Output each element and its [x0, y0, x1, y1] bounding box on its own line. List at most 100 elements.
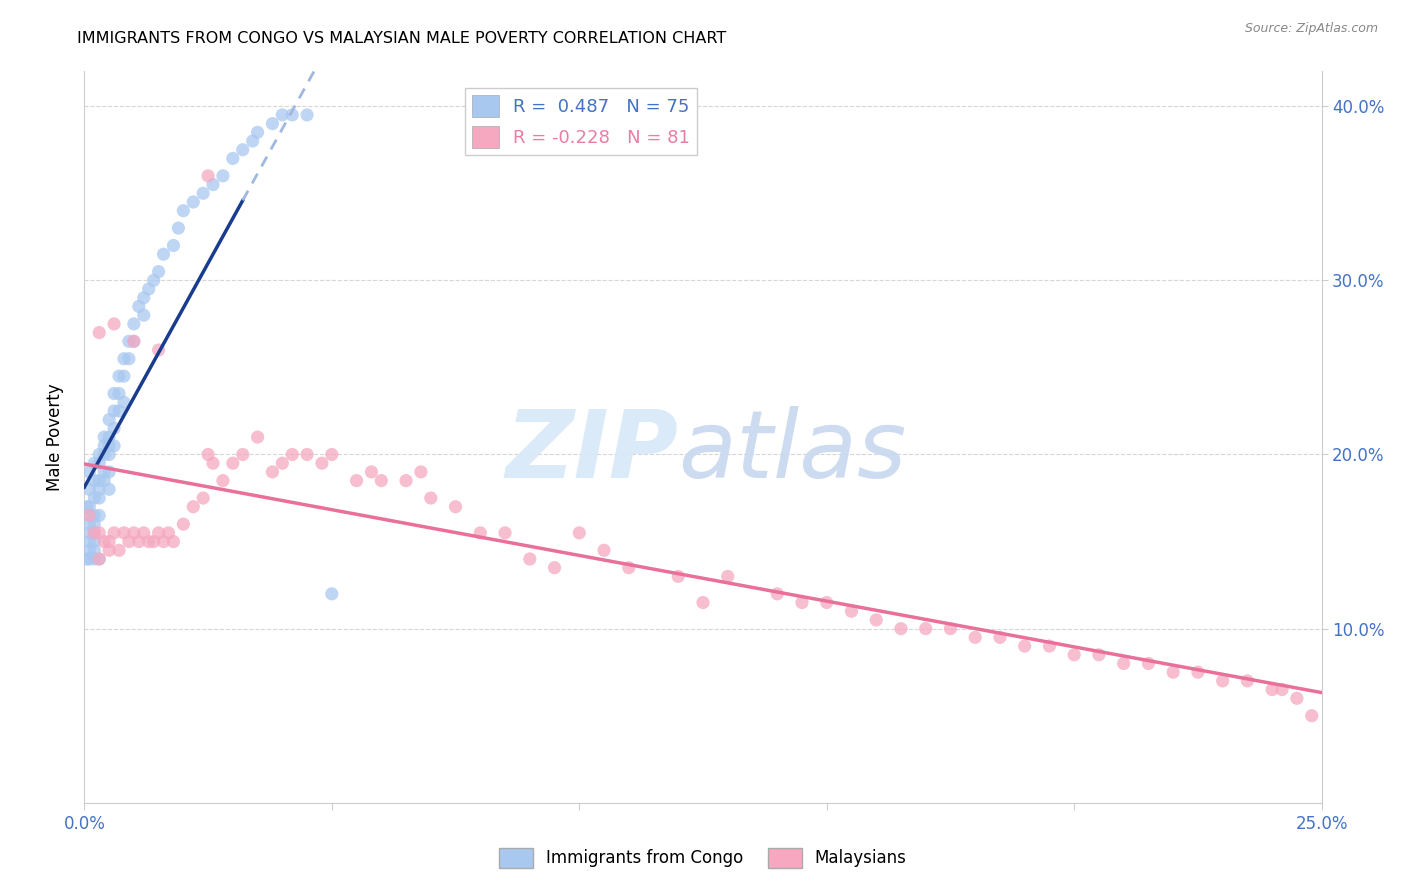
- Point: [1038, 639, 1060, 653]
- Point: [89, 448, 111, 462]
- Point: [83, 534, 105, 549]
- Point: [108, 543, 131, 558]
- Point: [98, 412, 121, 426]
- Point: [83, 474, 105, 488]
- Point: [89, 474, 111, 488]
- Point: [1212, 673, 1234, 688]
- Point: [83, 525, 105, 540]
- Point: [89, 483, 111, 497]
- Point: [89, 552, 111, 566]
- Point: [93, 474, 115, 488]
- Point: [118, 351, 141, 366]
- Point: [89, 552, 111, 566]
- Point: [568, 525, 591, 540]
- Point: [122, 334, 145, 349]
- Point: [103, 317, 125, 331]
- Point: [79, 508, 101, 523]
- Point: [271, 108, 294, 122]
- Point: [444, 500, 467, 514]
- Point: [295, 108, 318, 122]
- Point: [76, 500, 98, 514]
- Point: [98, 465, 121, 479]
- Point: [98, 543, 121, 558]
- Point: [128, 300, 150, 314]
- Point: [666, 569, 689, 583]
- Point: [103, 421, 125, 435]
- Point: [360, 465, 382, 479]
- Point: [543, 560, 565, 574]
- Point: [281, 108, 304, 122]
- Point: [132, 525, 155, 540]
- Point: [98, 439, 121, 453]
- Point: [232, 143, 254, 157]
- Point: [83, 525, 105, 540]
- Point: [988, 631, 1011, 645]
- Point: [262, 117, 284, 131]
- Point: [172, 203, 194, 218]
- Point: [138, 534, 160, 549]
- Point: [142, 273, 165, 287]
- Point: [83, 456, 105, 470]
- Point: [815, 595, 838, 609]
- Point: [717, 569, 740, 583]
- Point: [128, 534, 150, 549]
- Point: [395, 474, 418, 488]
- Point: [1261, 682, 1284, 697]
- Point: [79, 517, 101, 532]
- Point: [1285, 691, 1308, 706]
- Point: [939, 622, 962, 636]
- Point: [790, 595, 813, 609]
- Point: [118, 534, 141, 549]
- Point: [841, 604, 863, 618]
- Point: [93, 439, 115, 453]
- Point: [419, 491, 441, 505]
- Point: [1088, 648, 1111, 662]
- Point: [93, 465, 115, 479]
- Point: [108, 369, 131, 384]
- Point: [152, 534, 174, 549]
- Point: [167, 221, 190, 235]
- Point: [152, 247, 174, 261]
- Point: [108, 404, 131, 418]
- Point: [1187, 665, 1209, 680]
- Point: [79, 525, 101, 540]
- Point: [172, 517, 194, 532]
- Text: atlas: atlas: [678, 406, 907, 497]
- Legend: Immigrants from Congo, Malaysians: Immigrants from Congo, Malaysians: [492, 841, 914, 875]
- Point: [103, 439, 125, 453]
- Point: [222, 456, 245, 470]
- Point: [1112, 657, 1135, 671]
- Point: [1236, 673, 1258, 688]
- Point: [162, 238, 184, 252]
- Point: [112, 369, 135, 384]
- Point: [271, 456, 294, 470]
- Point: [89, 491, 111, 505]
- Point: [79, 500, 101, 514]
- Point: [83, 508, 105, 523]
- Point: [212, 474, 235, 488]
- Point: [321, 587, 343, 601]
- Point: [138, 282, 160, 296]
- Point: [79, 508, 101, 523]
- Text: IMMIGRANTS FROM CONGO VS MALAYSIAN MALE POVERTY CORRELATION CHART: IMMIGRANTS FROM CONGO VS MALAYSIAN MALE …: [77, 31, 727, 46]
- Point: [112, 351, 135, 366]
- Point: [1161, 665, 1184, 680]
- Point: [162, 534, 184, 549]
- Point: [108, 386, 131, 401]
- Point: [132, 291, 155, 305]
- Point: [98, 534, 121, 549]
- Point: [212, 169, 235, 183]
- Point: [93, 430, 115, 444]
- Point: [112, 525, 135, 540]
- Point: [148, 343, 170, 357]
- Point: [262, 465, 284, 479]
- Point: [89, 456, 111, 470]
- Point: [132, 308, 155, 322]
- Point: [103, 525, 125, 540]
- Point: [409, 465, 432, 479]
- Point: [246, 125, 269, 139]
- Point: [865, 613, 887, 627]
- Point: [122, 525, 145, 540]
- Point: [122, 334, 145, 349]
- Point: [98, 448, 121, 462]
